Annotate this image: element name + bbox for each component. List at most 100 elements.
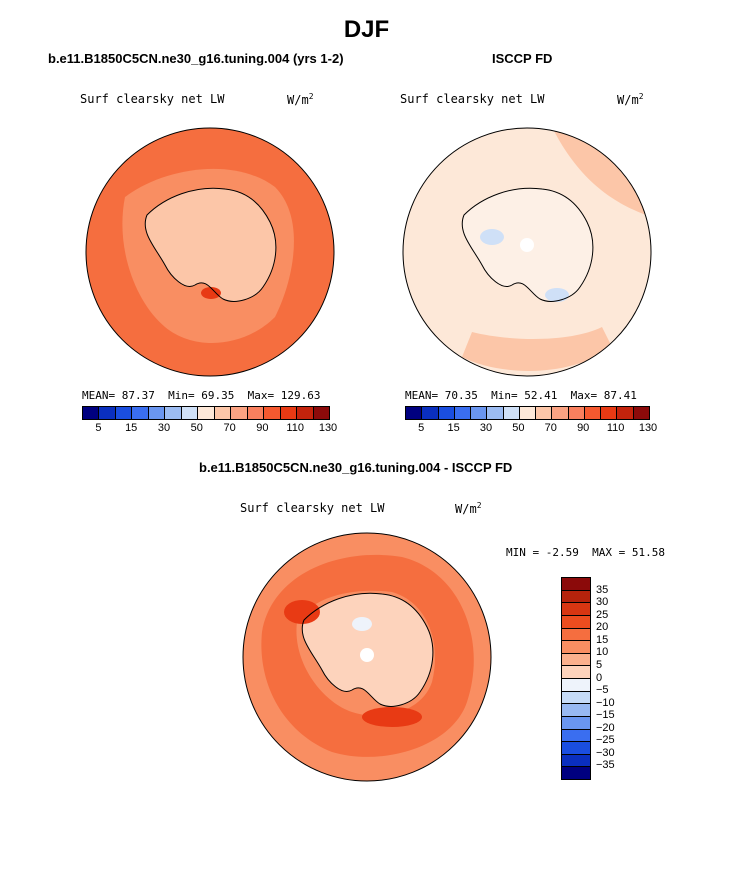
panel-b-cold-patch (480, 229, 504, 245)
panel-c-colorbar-swatch (562, 653, 590, 667)
panel-c-ring-band (261, 554, 474, 757)
panel-b-map (402, 127, 652, 377)
panel-b-stats: MEAN= 70.35 Min= 52.41 Max= 87.41 (405, 389, 637, 402)
panel-c-colorbar-swatch (562, 742, 590, 755)
panel-b-colorbar-swatch (454, 407, 472, 419)
panel-c-colorbar-swatch (562, 578, 590, 591)
panel-b-unit: W/m2 (617, 92, 644, 107)
panel-c-colorbar-tick-label: 10 (596, 646, 609, 659)
panel-c-colorbar-tick-label: 15 (596, 633, 609, 646)
panel-a-hotspot (201, 287, 221, 299)
panel-c-colorbar-ticks: 35 30 25 20 15 10 5 0 −5 −10 −15 −20 −25 −30 −35 (596, 577, 636, 778)
panel-b-colorbar-swatch (471, 407, 488, 419)
panel-a-coastline (144, 187, 277, 302)
panel-a-colorbar-swatch (148, 407, 166, 419)
panel-b-colorbar-tick-label: 110 (606, 422, 625, 434)
panel-b-cold-patch-2 (545, 288, 569, 302)
panel-c-colorbar (561, 577, 591, 780)
panel-a-colorbar-swatch (83, 407, 100, 419)
panel-a-unit: W/m2 (287, 92, 314, 107)
panel-a-colorbar-swatch (198, 407, 215, 419)
panel-a-title: b.e11.B1850C5CN.ne30_g16.tuning.004 (yrs… (48, 51, 344, 66)
panel-a-colorbar-swatch (231, 407, 248, 419)
panel-a-colorbar-swatch (214, 407, 232, 419)
panel-c-map (242, 532, 492, 782)
panel-b-colorbar-tick-label: 70 (544, 422, 557, 434)
panel-c-colorbar-tick-label: 5 (596, 658, 603, 671)
panel-b-colorbar-swatch (438, 407, 455, 419)
panel-b-title: ISCCP FD (492, 51, 553, 66)
panel-b-colorbar-swatch (406, 407, 423, 419)
panel-c-colorbar-swatch (562, 590, 590, 604)
panel-c-unit: W/m2 (455, 501, 482, 516)
panel-a-colorbar-swatch (264, 407, 281, 419)
panel-c-stats: MIN = -2.59 MAX = 51.58 (506, 546, 665, 559)
panel-c-colorbar-swatch (562, 679, 590, 692)
panel-c-colorbar-tick-label: −10 (596, 696, 615, 709)
panel-a-colorbar-swatch (313, 407, 330, 419)
panel-a-colorbar-tick-label: 50 (190, 422, 203, 434)
panel-b-colorbar-swatch (617, 407, 634, 419)
panel-c-colorbar-swatch (562, 641, 590, 654)
panel-c-colorbar-tick-label: −20 (596, 721, 615, 734)
panel-a-colorbar-tick-label: 90 (256, 422, 269, 434)
panel-b-colorbar (405, 406, 650, 420)
panel-c-coastline (301, 592, 434, 707)
panel-a-field-label: Surf clearsky net LW (80, 92, 225, 106)
panel-b-colorbar-swatch (422, 407, 439, 419)
panel-b-colorbar-swatch (552, 407, 569, 419)
panel-c-field-label: Surf clearsky net LW (240, 501, 385, 515)
panel-a-colorbar-swatch (132, 407, 149, 419)
panel-c-colorbar-tick-label: −5 (596, 684, 609, 697)
panel-a-colorbar-tick-label: 15 (125, 422, 138, 434)
panel-a-colorbar-tick-label: 70 (223, 422, 236, 434)
panel-a-stats: MEAN= 87.37 Min= 69.35 Max= 129.63 (82, 389, 321, 402)
panel-c-colorbar-tick-label: 25 (596, 608, 609, 621)
panel-c-hotspot-south (362, 707, 422, 727)
panel-c-colorbar-swatch (562, 666, 590, 679)
panel-a-antarctica (145, 188, 276, 302)
panel-b-colorbar-tick-label: 30 (479, 422, 493, 434)
panel-b-colorbar-tick-label: 130 (638, 422, 658, 434)
panel-c-hotspot-west (284, 600, 320, 624)
panel-a-colorbar-swatch (297, 407, 314, 419)
panel-c-colorbar-swatch (562, 704, 590, 717)
panel-c-title: b.e11.B1850C5CN.ne30_g16.tuning.004 - IS… (199, 460, 513, 475)
panel-c-colorbar-tick-label: −15 (596, 709, 615, 722)
panel-a-colorbar-tick-label: 130 (318, 422, 338, 434)
panel-b-colorbar-tick-label: 5 (418, 422, 425, 434)
panel-b-colorbar-swatch (568, 407, 585, 419)
panel-b-colorbar-swatch (487, 407, 504, 419)
panel-a-colorbar (82, 406, 330, 420)
panel-a-colorbar-swatch (181, 407, 199, 419)
panel-c-colorbar-swatch (562, 603, 590, 616)
figure-title: DJF (343, 16, 390, 43)
panel-c-colorbar-tick-label: 0 (596, 671, 603, 684)
panel-b-colorbar-swatch (601, 407, 618, 419)
panel-b-field-label: Surf clearsky net LW (400, 92, 545, 106)
panel-c-colorbar-tick-label: −30 (596, 746, 615, 759)
panel-c-colorbar-swatch (562, 691, 590, 705)
panel-c-pole-hole (360, 648, 374, 662)
panel-b-colorbar-swatch (584, 407, 602, 419)
panel-b-colorbar-swatch (519, 407, 537, 419)
panel-a-colorbar-tick-label: 110 (286, 422, 304, 434)
panel-b-colorbar-tick-label: 50 (512, 422, 525, 434)
panel-a-colorbar-swatch (247, 407, 265, 419)
panel-a-colorbar-swatch (99, 407, 116, 419)
panel-b-colorbar-tick-label: 90 (577, 422, 590, 434)
panel-a-colorbar-swatch (115, 407, 133, 419)
panel-c-colorbar-swatch (562, 729, 590, 743)
panel-a-colorbar-swatch (165, 407, 182, 419)
panel-c-pale-patch (352, 617, 372, 631)
panel-c-colorbar-tick-label: −35 (596, 759, 615, 772)
panel-a-colorbar-ticks: 5 15 30 50 70 90 110 130 (82, 422, 337, 436)
panel-c-colorbar-swatch (562, 615, 590, 629)
panel-b-coastline (461, 187, 594, 302)
panel-a-colorbar-tick-label: 30 (157, 422, 171, 434)
panel-a-map (85, 127, 335, 377)
panel-c-colorbar-tick-label: 30 (596, 596, 609, 609)
panel-b-colorbar-ticks: 5 15 30 50 70 90 110 130 (405, 422, 657, 436)
panel-c-colorbar-swatch (562, 628, 590, 642)
panel-c-colorbar-tick-label: −25 (596, 734, 615, 747)
